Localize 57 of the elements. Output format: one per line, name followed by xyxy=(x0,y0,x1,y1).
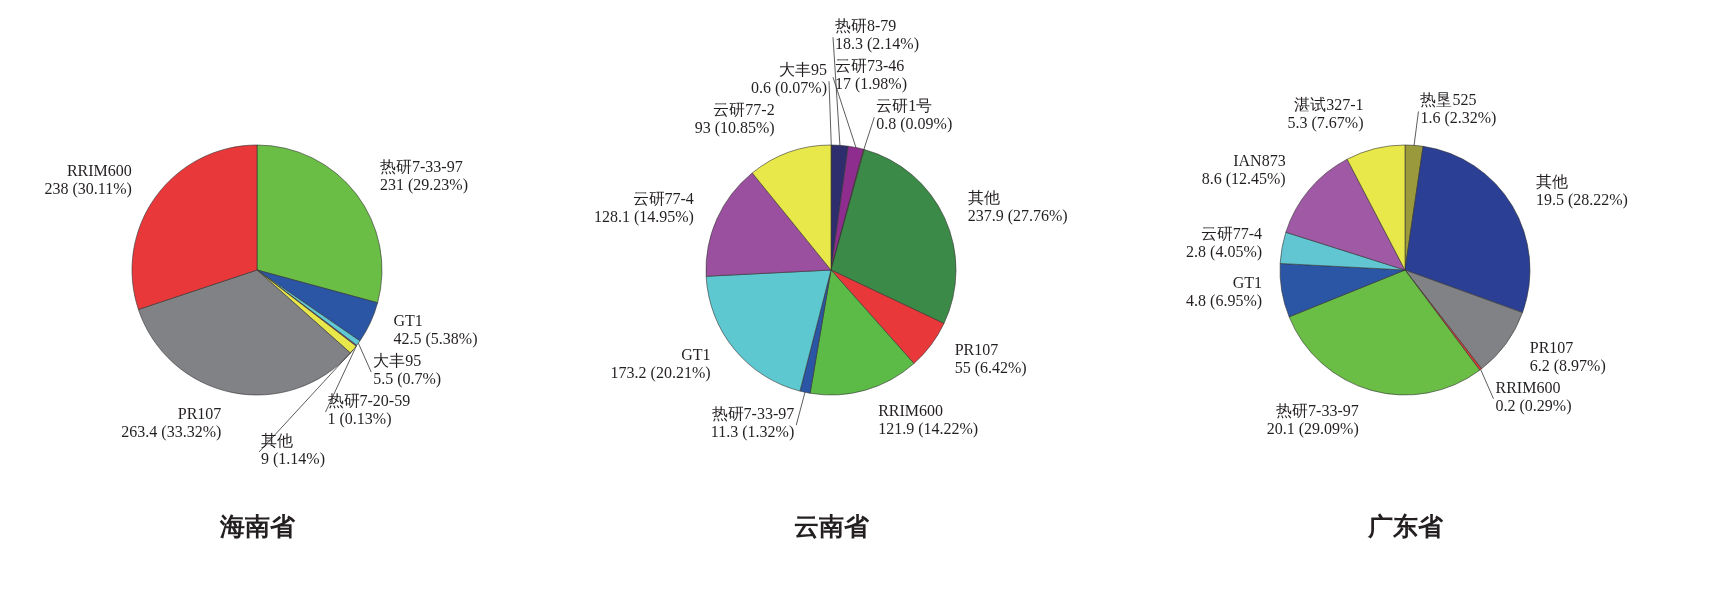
slice-label: RRIM600 xyxy=(878,402,944,420)
data-label: 9 (1.14%) xyxy=(261,450,325,469)
slice-label: 热垦525 xyxy=(1420,91,1477,109)
slice-label: 热研7-20-59 xyxy=(327,392,411,410)
slice-label: PR107 xyxy=(954,340,999,358)
data-label: 4.8 (6.95%) xyxy=(1186,291,1263,310)
data-label: 18.3 (2.14%) xyxy=(835,35,919,54)
data-label: 20.1 (29.09%) xyxy=(1266,420,1359,439)
slice-label: 云研73-46 xyxy=(835,57,905,75)
data-label: 55 (6.42%) xyxy=(954,358,1027,377)
data-label: 263.4 (33.32%) xyxy=(121,423,222,442)
data-label: 0.6 (0.07%) xyxy=(751,79,827,98)
data-label: 1 (0.13%) xyxy=(327,410,392,429)
slice-label: 热研7-33-97 xyxy=(711,405,795,423)
data-label: 5.5 (0.7%) xyxy=(373,370,442,389)
data-label: 121.9 (14.22%) xyxy=(878,420,979,439)
data-label: 173.2 (20.21%) xyxy=(610,363,711,382)
data-label: 2.8 (4.05%) xyxy=(1186,242,1263,261)
slice-label: 热研7-33-97 xyxy=(1276,402,1359,420)
data-label: 238 (30.11%) xyxy=(44,179,132,198)
slice-label: GT1 xyxy=(393,312,423,330)
slice-label: 云研77-4 xyxy=(1200,224,1263,242)
data-label: 1.6 (2.32%) xyxy=(1420,109,1497,128)
slice-label: 湛试327-1 xyxy=(1294,96,1364,114)
data-label: 0.2 (0.29%) xyxy=(1495,396,1572,415)
slice-label: 其他 xyxy=(261,432,293,450)
data-label: 6.2 (8.97%) xyxy=(1529,356,1606,375)
slice-label: 云研77-4 xyxy=(632,190,694,208)
data-label: 237.9 (27.76%) xyxy=(967,206,1068,225)
slice-label: 云研1号 xyxy=(876,97,933,115)
data-label: 42.5 (5.38%) xyxy=(393,330,478,349)
data-label: 11.3 (1.32%) xyxy=(710,423,795,442)
slice-label: PR107 xyxy=(177,405,222,423)
data-label: 93 (10.85%) xyxy=(694,119,775,138)
text: 海南省 xyxy=(218,512,296,541)
text: 广东省 xyxy=(1366,512,1444,541)
slice-label: 热研8-79 xyxy=(835,17,897,35)
slice-label: IAN873 xyxy=(1233,152,1286,170)
slice-label: 云研77-2 xyxy=(713,101,775,119)
slice-label: GT1 xyxy=(681,345,711,363)
data-label: 19.5 (28.22%) xyxy=(1535,191,1628,210)
data-label: 128.1 (14.95%) xyxy=(593,208,694,227)
text: 云南省 xyxy=(793,512,870,541)
data-label: 5.3 (7.67%) xyxy=(1287,114,1364,133)
slice-label: 其他 xyxy=(1535,173,1568,191)
slice-label: 大丰95 xyxy=(373,352,422,370)
data-label: 17 (1.98%) xyxy=(835,75,907,94)
slice-label: 大丰95 xyxy=(779,61,827,79)
slice-label: GT1 xyxy=(1232,273,1263,291)
slice-label: RRIM600 xyxy=(1495,378,1561,396)
slice-label: 热研7-33-97 xyxy=(380,158,463,176)
slice-label: PR107 xyxy=(1529,338,1574,356)
data-label: 0.8 (0.09%) xyxy=(876,115,953,134)
data-label: 8.6 (12.45%) xyxy=(1201,170,1286,189)
data-label: 231 (29.23%) xyxy=(380,176,469,195)
slice-label: 其他 xyxy=(967,188,1000,206)
slice-label: RRIM600 xyxy=(66,161,132,179)
